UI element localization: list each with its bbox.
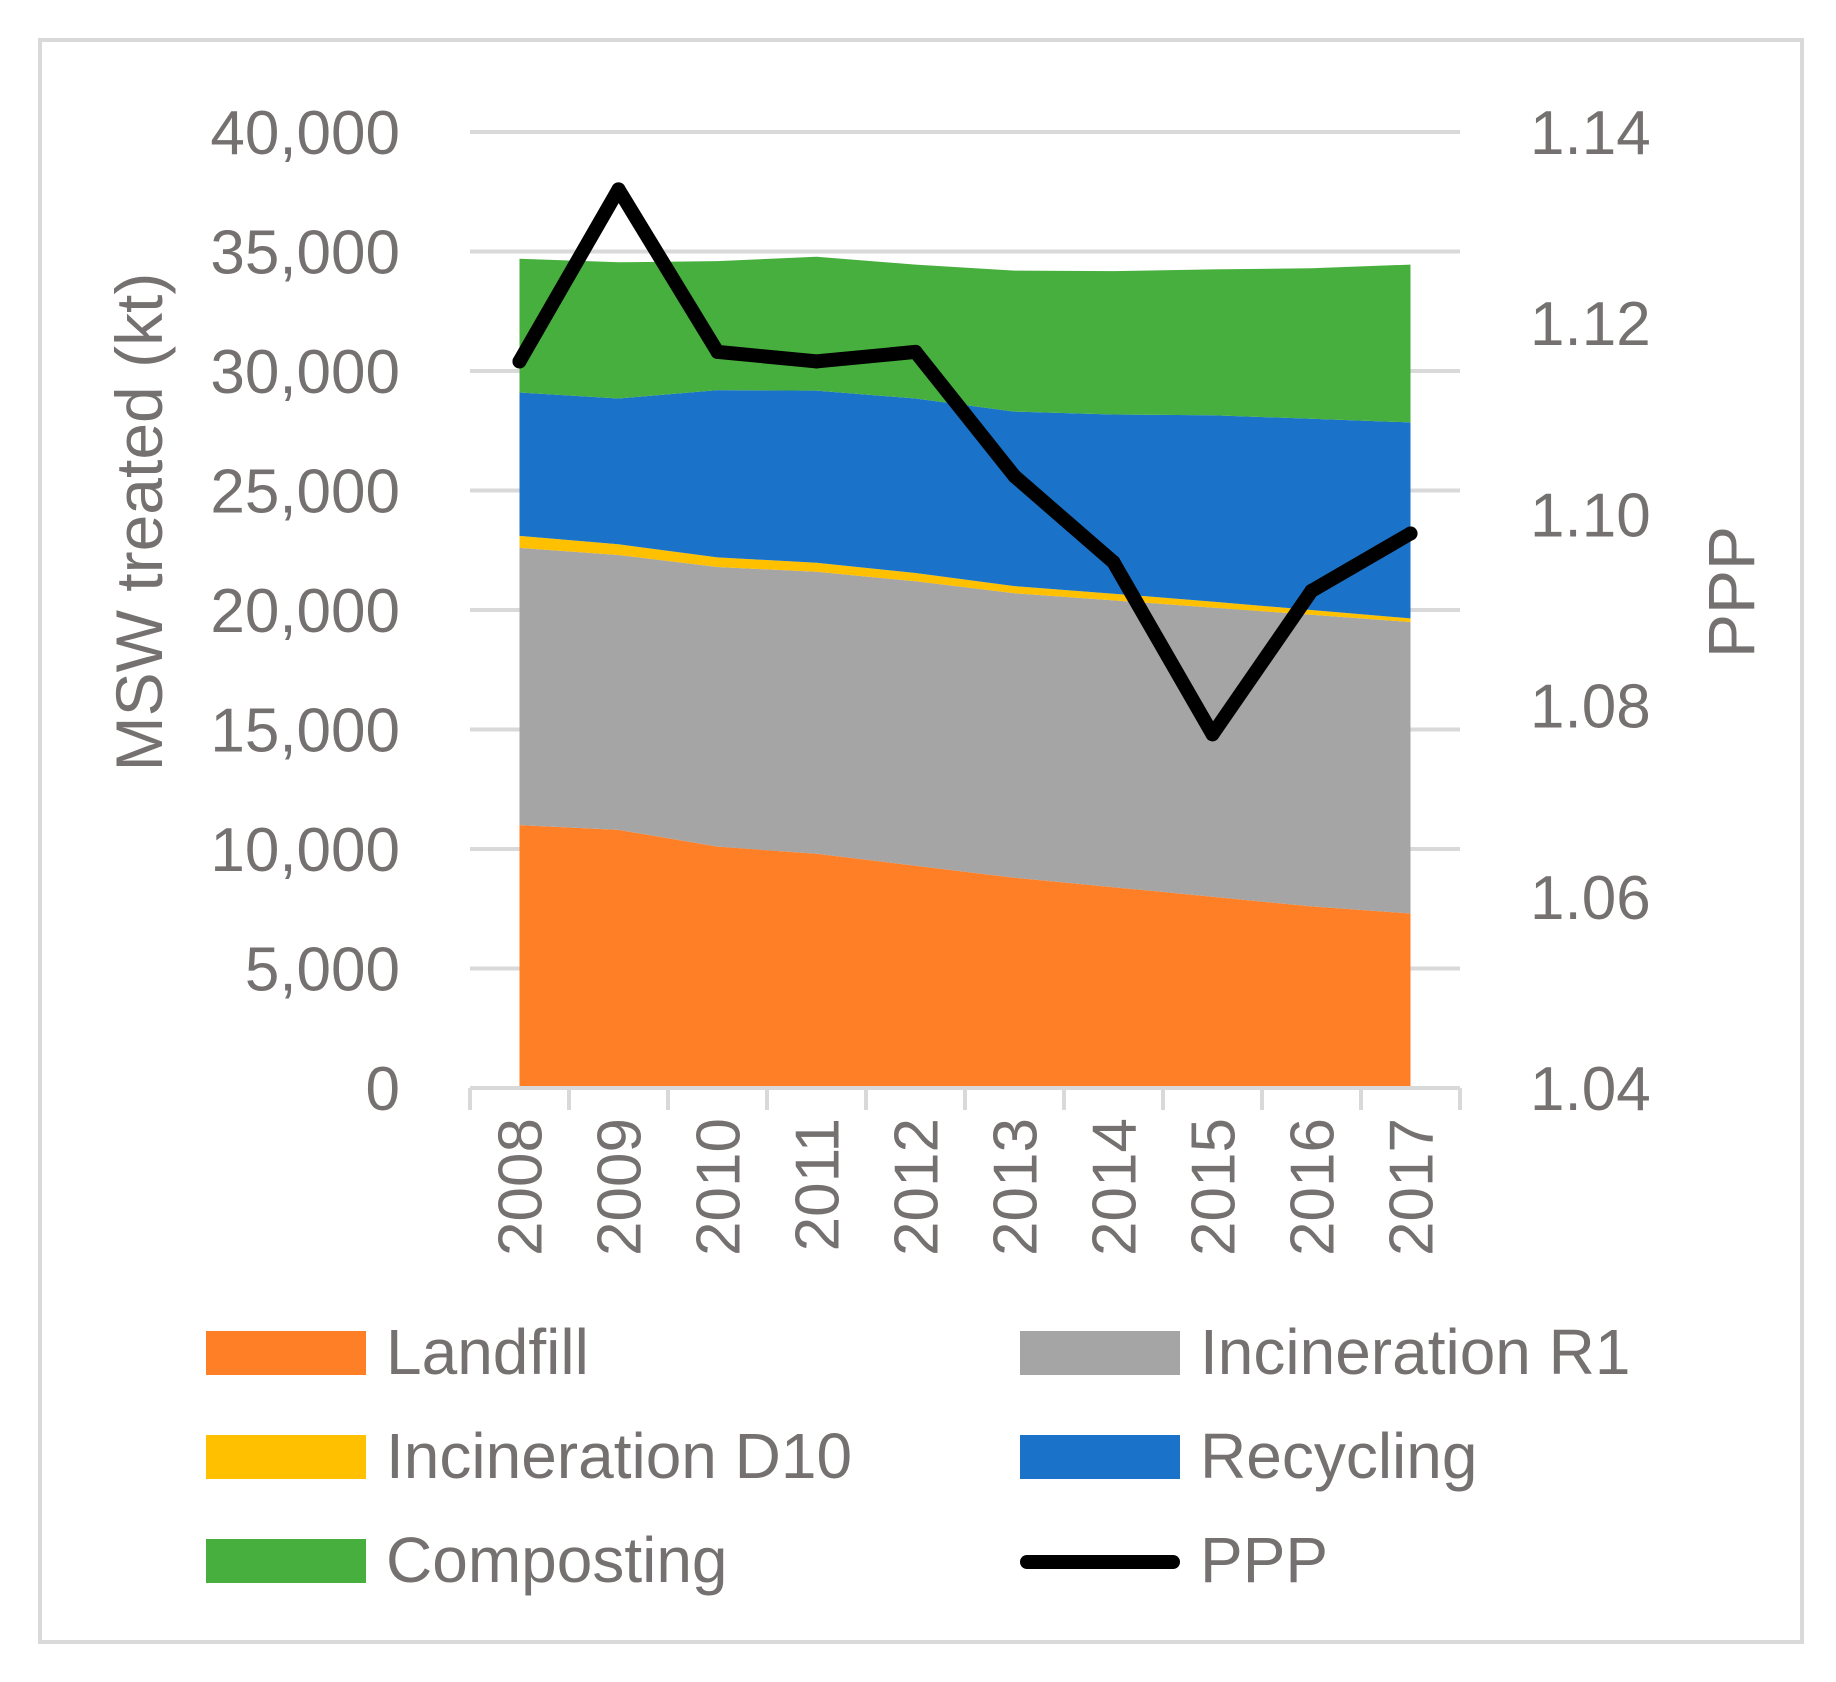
ppp-point [1205,727,1220,742]
ppp-point [908,344,923,359]
y-tick-label-right: 1.12 [1530,290,1651,359]
x-tick-label: 2015 [1180,1118,1249,1256]
y-tick-label-right: 1.04 [1530,1055,1651,1124]
ppp-point [1007,469,1022,484]
y-axis-left: 0 5,000 10,000 15,000 20,000 25,000 30,000 35,0… [210,99,400,1124]
y-tick-label-left: 5,000 [245,936,400,1005]
x-tick-label: 2017 [1378,1118,1447,1256]
y-tick-label-left: 40,000 [210,99,400,168]
y-tick-label-left: 20,000 [210,577,400,646]
y-tick-label-left: 15,000 [210,697,400,766]
legend-label-ppp: PPP [1200,1524,1329,1596]
ppp-line [512,182,1418,742]
x-axis: 2008 2009 2010 2011 2012 2013 2014 2015 2016 2017 [468,1086,1462,1256]
x-tick-label: 2011 [784,1118,853,1251]
legend-swatch-recycling [1020,1435,1180,1479]
x-tick-label: 2008 [487,1118,556,1256]
area-landfill [519,825,1411,1088]
ppp-point [1106,555,1121,570]
area-composting [519,256,1411,423]
x-tick-label: 2014 [1081,1118,1150,1256]
legend-label-incineration-r1: Incineration R1 [1200,1316,1631,1388]
legend-label-composting: Composting [386,1524,728,1596]
ppp-point [512,354,527,369]
legend-swatch-ppp [1020,1555,1180,1569]
ppp-point [611,182,626,197]
legend-swatch-composting [206,1539,366,1583]
y-tick-label-right: 1.14 [1530,99,1651,168]
y-tick-label-right: 1.10 [1530,481,1651,550]
x-tick-label: 2012 [883,1118,952,1256]
y-tick-label-left: 35,000 [210,219,400,288]
ppp-point [1304,583,1319,598]
ppp-point [1403,526,1418,541]
area-incineration-d10 [519,535,1411,622]
y-tick-label-right: 1.08 [1530,673,1651,742]
x-tick-label: 2016 [1279,1118,1348,1256]
legend-swatch-landfill [206,1331,366,1375]
area-recycling [519,390,1411,619]
legend-label-recycling: Recycling [1200,1420,1478,1492]
ppp-point [809,354,824,369]
ppp-point [710,344,725,359]
legend-swatch-incineration-d10 [206,1435,366,1479]
y-tick-label-left: 30,000 [210,338,400,407]
y-tick-label-left: 0 [366,1055,400,1124]
chart-canvas: 2008 2009 2010 2011 2012 2013 2014 2015 2016 2017… [102,99,1768,1256]
y-axis-title-left: MSW treated (kt) [102,273,176,772]
y-axis-right: 1.04 1.06 1.08 1.10 1.12 1.14 [1530,99,1651,1124]
y-tick-label-right: 1.06 [1530,864,1651,933]
y-axis-title-right: PPP [1694,526,1768,658]
legend-label-incineration-d10: Incineration D10 [386,1420,853,1492]
x-tick-label: 2013 [982,1118,1051,1256]
y-tick-label-left: 25,000 [210,458,400,527]
x-tick-label: 2010 [685,1118,754,1256]
legend-label-landfill: Landfill [386,1316,589,1388]
x-tick-label: 2009 [586,1118,655,1256]
ppp-line-series [512,182,1418,742]
y-tick-label-left: 10,000 [210,816,400,885]
chart-frame: 2008 2009 2010 2011 2012 2013 2014 2015 2016 2017… [38,38,1804,1644]
legend-swatch-incineration-r1 [1020,1331,1180,1375]
area-incineration-r1 [519,547,1411,914]
stacked-areas [519,256,1411,1088]
